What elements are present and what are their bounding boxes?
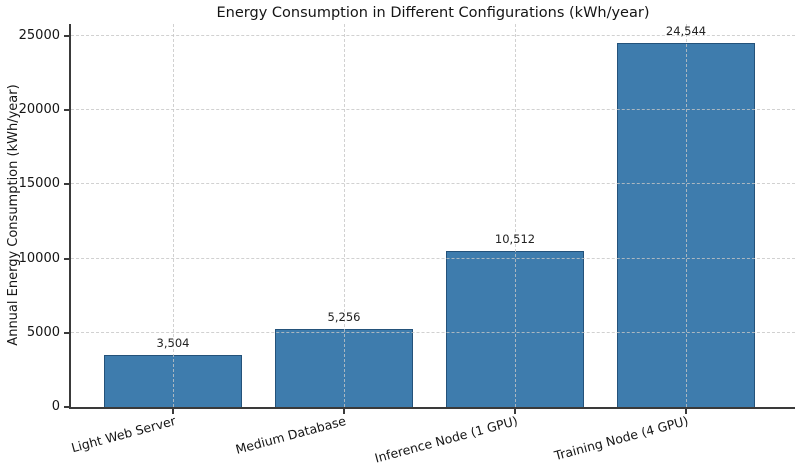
bar-value-label: 5,256 <box>327 309 361 324</box>
bar <box>446 250 584 407</box>
y-tick-label: 0 <box>51 399 60 414</box>
x-tick-label: Light Web Server <box>69 413 177 456</box>
x-tick-label: Medium Database <box>234 413 348 457</box>
chart-title: Energy Consumption in Different Configur… <box>216 5 650 21</box>
y-tick-mark <box>64 183 69 186</box>
y-tick-label: 15000 <box>18 176 60 192</box>
bar <box>104 354 242 407</box>
y-axis-label: Annual Energy Consumption (kWh/year) <box>6 84 21 346</box>
x-tick-label: Training Node (4 GPU) <box>552 413 690 464</box>
x-axis-spine <box>69 407 795 409</box>
bar-value-label: 24,544 <box>665 23 707 38</box>
y-tick-label: 10000 <box>18 250 60 266</box>
x-tick-mark <box>685 409 687 414</box>
y-tick-mark <box>64 109 69 112</box>
bar <box>617 42 755 407</box>
bar <box>275 328 413 407</box>
y-tick-mark <box>64 34 69 37</box>
plot-area: 3,504 5,256 10,512 24,544 <box>69 23 795 409</box>
y-tick-mark <box>64 331 69 334</box>
bar-value-label: 3,504 <box>156 335 190 350</box>
x-tick-mark <box>172 409 174 414</box>
y-tick-label: 20000 <box>18 102 60 118</box>
x-tick-mark <box>514 409 516 414</box>
y-tick-label: 25000 <box>18 27 60 43</box>
y-tick-mark <box>64 406 69 408</box>
x-tick-label: Inference Node (1 GPU) <box>372 413 519 466</box>
bar-value-label: 10,512 <box>494 231 536 246</box>
x-tick-mark <box>343 409 345 414</box>
y-tick-label: 5000 <box>26 324 60 340</box>
y-tick-mark <box>64 257 69 260</box>
y-axis-spine <box>69 24 71 407</box>
